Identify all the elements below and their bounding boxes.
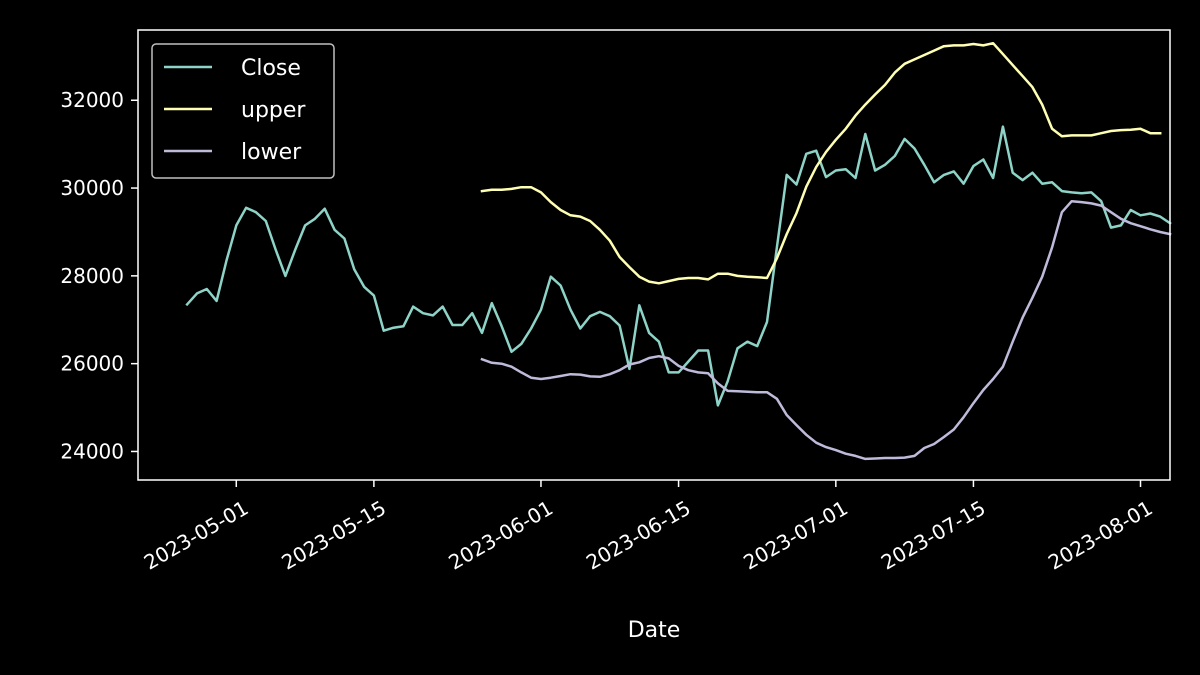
y-tick-label: 26000: [60, 352, 124, 376]
y-tick-label: 32000: [60, 88, 124, 112]
legend-box: [151, 43, 335, 179]
series-lines: [185, 41, 1172, 461]
y-tick-label: 24000: [60, 439, 124, 463]
series-line-lower: [480, 199, 1172, 461]
y-tick-label: 28000: [60, 264, 124, 288]
x-axis-label: Date: [628, 618, 681, 643]
plot-area-frame: [137, 29, 1171, 481]
legend-label-lower: lower: [241, 140, 302, 165]
legend-label-upper: upper: [241, 98, 306, 123]
series-line-upper: [480, 41, 1162, 285]
legend: Close upper lower: [151, 43, 335, 179]
legend-label-close: Close: [241, 56, 301, 81]
y-axis-ticks: 24000 26000 28000 30000 32000: [60, 88, 138, 463]
y-tick-label: 30000: [60, 176, 124, 200]
series-line-close: [185, 125, 1172, 407]
